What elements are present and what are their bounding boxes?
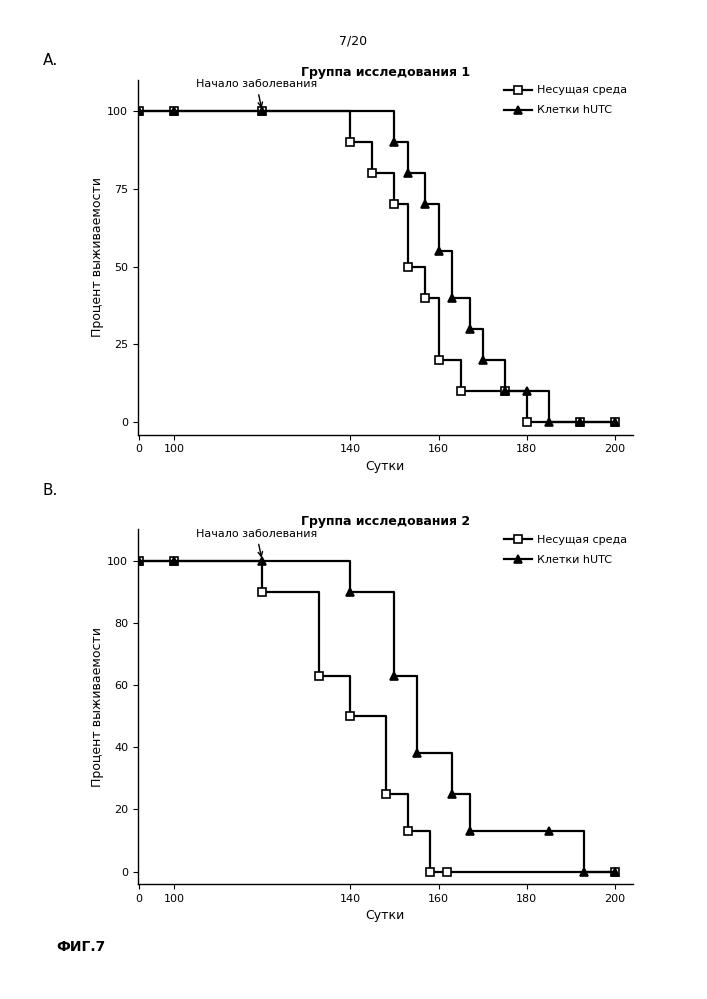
Несущая среда [315,669,324,681]
Несущая среда [501,385,509,397]
Несущая среда [170,554,178,566]
Клетки hUTC [390,669,399,681]
Клетки hUTC [465,323,474,335]
Клетки hUTC [390,136,399,148]
Клетки hUTC [575,417,584,429]
Клетки hUTC [170,554,178,566]
Клетки hUTC [404,167,412,179]
Несущая среда [346,710,355,722]
Несущая среда [368,167,377,179]
Y-axis label: Процент выживаемости: Процент выживаемости [91,177,105,338]
Клетки hUTC [448,788,456,800]
Text: А.: А. [42,53,58,68]
X-axis label: Сутки: Сутки [366,909,405,922]
Клетки hUTC [434,245,443,257]
X-axis label: Сутки: Сутки [366,460,405,473]
Несущая среда [170,105,178,117]
Title: Группа исследования 1: Группа исследования 1 [300,66,470,79]
Клетки hUTC [258,105,267,117]
Line: Клетки hUTC: Клетки hUTC [134,556,619,876]
Несущая среда [134,105,143,117]
Несущая среда [426,866,434,878]
Text: ФИГ.7: ФИГ.7 [57,940,106,954]
Несущая среда [390,199,399,211]
Несущая среда [575,417,584,429]
Клетки hUTC [465,825,474,837]
Несущая среда [443,866,452,878]
Несущая среда [434,354,443,366]
Несущая среда [404,261,412,273]
Клетки hUTC [611,866,619,878]
Legend: Несущая среда, Клетки hUTC: Несущая среда, Клетки hUTC [504,535,627,565]
Клетки hUTC [611,417,619,429]
Несущая среда [421,292,430,304]
Клетки hUTC [346,585,355,597]
Клетки hUTC [544,417,553,429]
Клетки hUTC [170,105,178,117]
Клетки hUTC [448,292,456,304]
Legend: Несущая среда, Клетки hUTC: Несущая среда, Клетки hUTC [504,86,627,116]
Title: Группа исследования 2: Группа исследования 2 [300,515,470,528]
Text: 7/20: 7/20 [339,35,368,48]
Клетки hUTC [580,866,588,878]
Text: Начало заболевания: Начало заболевания [196,79,317,107]
Клетки hUTC [544,825,553,837]
Клетки hUTC [479,354,487,366]
Несущая среда [522,417,531,429]
Клетки hUTC [421,199,430,211]
Несущая среда [134,554,143,566]
Несущая среда [611,417,619,429]
Line: Клетки hUTC: Клетки hUTC [134,107,619,427]
Line: Несущая среда: Несущая среда [134,556,619,876]
Y-axis label: Процент выживаемости: Процент выживаемости [91,626,105,787]
Несущая среда [258,585,267,597]
Text: Начало заболевания: Начало заболевания [196,528,317,556]
Несущая среда [457,385,465,397]
Клетки hUTC [258,554,267,566]
Text: В.: В. [42,483,58,498]
Несущая среда [346,136,355,148]
Несущая среда [404,825,412,837]
Line: Несущая среда: Несущая среда [134,107,619,427]
Клетки hUTC [501,385,509,397]
Несущая среда [258,105,267,117]
Клетки hUTC [522,385,531,397]
Клетки hUTC [134,105,143,117]
Несущая среда [381,788,390,800]
Клетки hUTC [134,554,143,566]
Несущая среда [611,866,619,878]
Клетки hUTC [412,747,421,759]
